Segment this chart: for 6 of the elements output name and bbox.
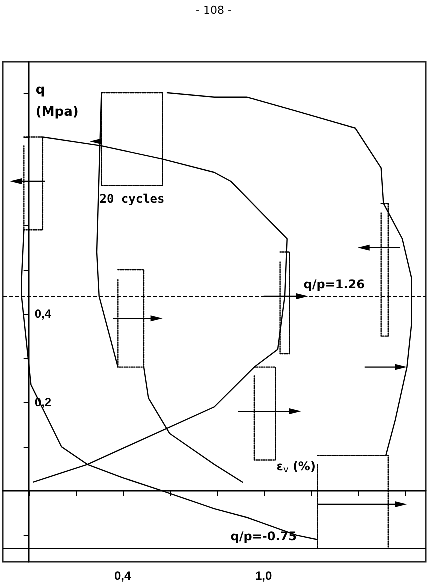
annotation: q/p=-0.75 [230, 530, 297, 544]
text: - 108 - [195, 4, 233, 17]
annotation: q/p=1.26 [304, 278, 365, 292]
x-tick-label: 1,0 [256, 569, 273, 582]
annotation: 20 cycles [100, 192, 165, 206]
y-axis-title: q (Mpa) [36, 83, 79, 120]
